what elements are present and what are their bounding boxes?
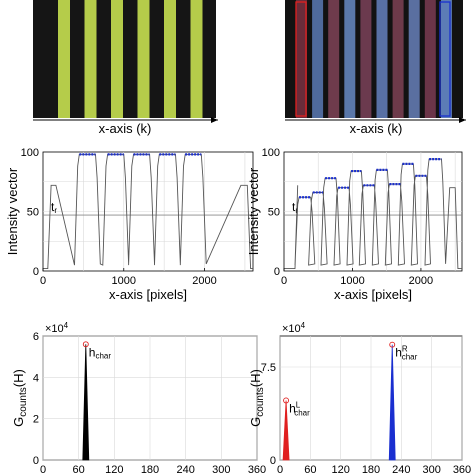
y-tick-label: 7.5 [261,362,276,374]
x-tick-label: 0 [40,464,46,474]
color-stripe [312,0,324,118]
color-stripe [424,0,436,118]
peak-marker [82,341,89,348]
color-stripe [296,0,307,118]
x-tick-label: 360 [248,464,266,474]
x-tick-label: 120 [105,464,123,474]
x-tick-label: 300 [422,464,440,474]
peak-marker [389,341,396,348]
top-left-axis-label: x-axis (k) [99,121,152,136]
x-tick-label: 0 [281,275,287,287]
yellow-stripe [84,0,97,118]
y-tick-label: 50 [268,207,280,219]
x-tick-label: 300 [212,464,230,474]
y-axis-label: Intensity vector [246,167,261,255]
y-tick-label: 0 [33,266,39,278]
top-right-image-bg [285,0,463,118]
top-right-stripes [296,0,452,118]
x-tick-label: 0 [277,464,283,474]
x-tick-label: 1000 [112,275,136,287]
x-tick-label: 2000 [409,275,433,287]
intensity-chart-left: tr 0 1000 2000 0 50 100 x-axis [pixels] Intensit… [5,147,254,302]
x-tick-label: 180 [141,464,159,474]
y-axis-label: Gcounts(H) [11,369,29,427]
color-stripe [328,0,340,118]
y-tick-label: 0 [270,455,276,467]
y-tick-label: 0 [33,455,39,467]
yellow-stripe [111,0,123,118]
y-tick-label: 2 [33,414,39,426]
y-tick-label: 100 [262,147,280,159]
histogram-peak [388,344,396,461]
color-stripe [440,0,452,118]
y-axis-label: Intensity vector [5,167,20,255]
x-axis-label: x-axis [pixels] [334,287,412,302]
color-stripe [376,0,388,118]
color-stripe [344,0,356,118]
x-tick-label: 240 [176,464,194,474]
x-tick-label: 1000 [340,275,364,287]
top-right-highlight-right [439,1,451,117]
histogram-peak [82,344,90,461]
x-tick-label: 360 [453,464,471,474]
top-right-highlight-left [295,1,307,117]
top-left-axis-arrow [211,117,218,123]
top-right-axis-label: x-axis (k) [350,121,403,136]
yellow-stripe [190,0,203,118]
x-axis-label: x-axis [pixels] [109,287,187,302]
top-right-image-panel: x-axis (k) [285,0,466,136]
y-tick-label: 0 [274,266,280,278]
x-tick-label: 60 [73,464,85,474]
yellow-stripe [137,0,150,118]
x-tick-label: 0 [40,275,46,287]
y-tick-label: 100 [21,147,39,159]
y-tick-label: 50 [27,207,39,219]
exponent-label: ×104 [45,321,69,335]
y-tick-label: 4 [33,372,39,384]
x-tick-label: 120 [331,464,349,474]
x-tick-label: 2000 [192,275,216,287]
color-stripe [360,0,372,118]
top-left-stripes [58,0,203,118]
x-tick-label: 60 [304,464,316,474]
exponent-label: ×104 [282,321,306,335]
peak-marker [283,397,290,404]
top-left-image-panel: x-axis (k) [33,0,218,136]
color-stripe [408,0,420,118]
color-stripe [392,0,404,118]
x-tick-label: 180 [362,464,380,474]
y-tick-label: 6 [33,331,39,343]
threshold-label: tr [51,200,57,215]
top-right-axis-arrow [459,117,466,123]
x-tick-label: 240 [392,464,410,474]
histogram-peak [282,400,290,461]
yellow-stripe [164,0,176,118]
yellow-stripe [58,0,70,118]
